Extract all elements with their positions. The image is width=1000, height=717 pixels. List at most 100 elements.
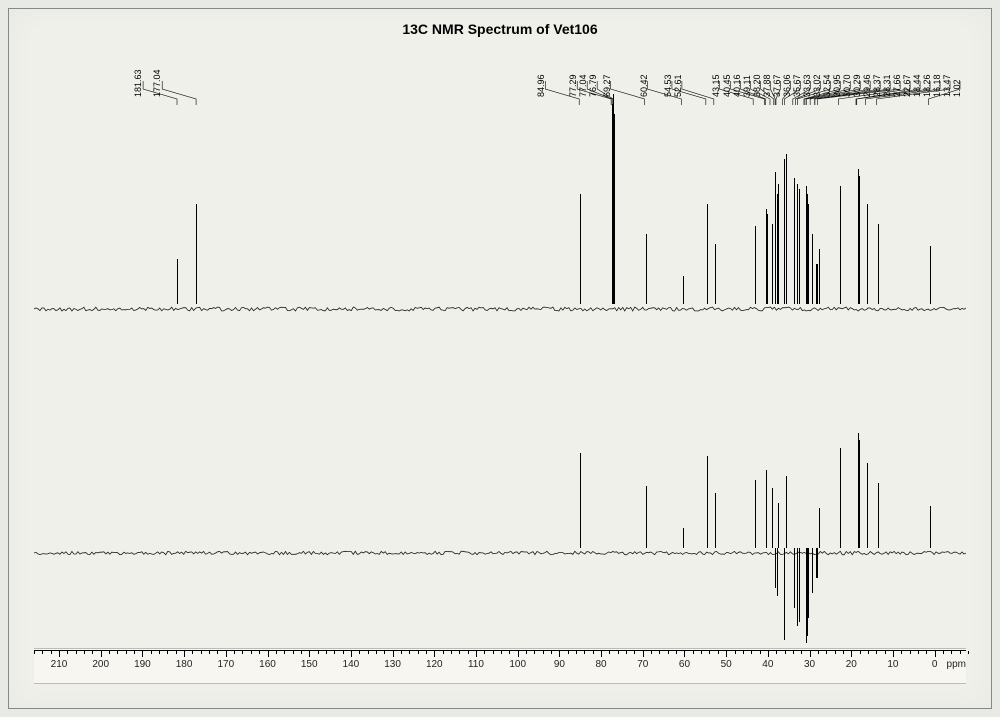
peak <box>840 186 841 304</box>
axis-minor-tick <box>476 651 477 654</box>
axis-minor-tick <box>534 651 535 654</box>
axis-minor-tick <box>159 651 160 654</box>
peak <box>840 448 841 548</box>
axis-minor-tick <box>543 651 544 654</box>
axis-minor-tick <box>443 651 444 654</box>
axis-minor-tick <box>568 651 569 654</box>
axis-tick-label: 50 <box>721 659 732 670</box>
axis-minor-tick <box>801 651 802 654</box>
axis-minor-tick <box>192 651 193 654</box>
peak <box>808 548 809 618</box>
peak <box>797 548 798 626</box>
peak <box>930 246 931 304</box>
axis-minor-tick <box>910 651 911 654</box>
axis-tick-label: 160 <box>259 659 276 670</box>
peak <box>767 214 768 304</box>
axis-minor-tick <box>318 651 319 654</box>
peak <box>878 483 879 548</box>
peak <box>580 194 581 304</box>
peak <box>799 548 800 622</box>
axis-minor-tick <box>384 651 385 654</box>
peak <box>772 488 773 548</box>
peak <box>646 234 647 304</box>
axis-tick-label: 140 <box>343 659 360 670</box>
spectrum-bottom <box>34 374 966 634</box>
baseline-top <box>34 304 966 314</box>
axis-minor-tick <box>651 651 652 654</box>
axis-minor-tick <box>293 651 294 654</box>
axis-minor-tick <box>51 651 52 654</box>
axis-tick-label: 40 <box>762 659 773 670</box>
baseline-bottom <box>34 548 966 558</box>
axis-minor-tick <box>893 651 894 654</box>
axis-minor-tick <box>785 651 786 654</box>
peak <box>683 276 684 304</box>
axis-minor-tick <box>226 651 227 654</box>
axis-minor-tick <box>301 651 302 654</box>
peak <box>614 114 615 304</box>
peak <box>819 249 820 304</box>
peak <box>808 204 809 304</box>
axis-minor-tick <box>860 651 861 654</box>
axis-minor-tick <box>434 651 435 654</box>
axis-unit-label: ppm <box>947 659 966 670</box>
axis-tick-label: 110 <box>468 659 484 670</box>
axis-minor-tick <box>676 651 677 654</box>
axis-minor-tick <box>217 651 218 654</box>
peak <box>707 204 708 304</box>
axis-tick-label: 200 <box>92 659 109 670</box>
axis-minor-tick <box>368 651 369 654</box>
axis-minor-tick <box>559 651 560 654</box>
peak <box>772 224 773 304</box>
axis-minor-tick <box>943 651 944 654</box>
peak <box>867 204 868 304</box>
axis-minor-tick <box>268 651 269 654</box>
axis-minor-tick <box>376 651 377 654</box>
peak <box>707 456 708 548</box>
axis-minor-tick <box>359 651 360 654</box>
peak <box>812 234 813 304</box>
axis-tick-label: 100 <box>509 659 526 670</box>
peak <box>797 184 798 304</box>
axis-minor-tick <box>776 651 777 654</box>
axis-minor-tick <box>926 651 927 654</box>
peak <box>817 548 818 578</box>
peak <box>786 154 787 304</box>
peak <box>755 480 756 548</box>
peak <box>812 548 813 593</box>
axis-minor-tick <box>951 651 952 654</box>
axis-minor-tick <box>259 651 260 654</box>
axis-tick-label: 170 <box>217 659 234 670</box>
axis-minor-tick <box>609 651 610 654</box>
axis-minor-tick <box>835 651 836 654</box>
axis-minor-tick <box>92 651 93 654</box>
axis-minor-tick <box>935 651 936 654</box>
axis-minor-tick <box>726 651 727 654</box>
axis-minor-tick <box>409 651 410 654</box>
axis-minor-tick <box>493 651 494 654</box>
axis-tick-label: 130 <box>384 659 401 670</box>
axis-minor-tick <box>810 651 811 654</box>
axis-minor-tick <box>167 651 168 654</box>
nmr-paper: 13C NMR Spectrum of Vet106 181.63177.048… <box>8 8 992 709</box>
axis-minor-tick <box>693 651 694 654</box>
axis-minor-tick <box>618 651 619 654</box>
axis-minor-tick <box>59 651 60 654</box>
axis-minor-tick <box>401 651 402 654</box>
axis-minor-tick <box>793 651 794 654</box>
axis-minor-tick <box>826 651 827 654</box>
axis-tick-label: 70 <box>637 659 648 670</box>
axis-minor-tick <box>176 651 177 654</box>
axis-minor-tick <box>134 651 135 654</box>
axis-minor-tick <box>843 651 844 654</box>
axis-minor-tick <box>709 651 710 654</box>
peak <box>196 204 197 304</box>
axis-minor-tick <box>960 651 961 654</box>
peak <box>817 264 818 304</box>
axis-minor-tick <box>518 651 519 654</box>
peak <box>646 486 647 548</box>
axis-minor-tick <box>743 651 744 654</box>
axis-tick-label: 210 <box>51 659 68 670</box>
peak <box>859 440 860 548</box>
axis-minor-tick <box>251 651 252 654</box>
